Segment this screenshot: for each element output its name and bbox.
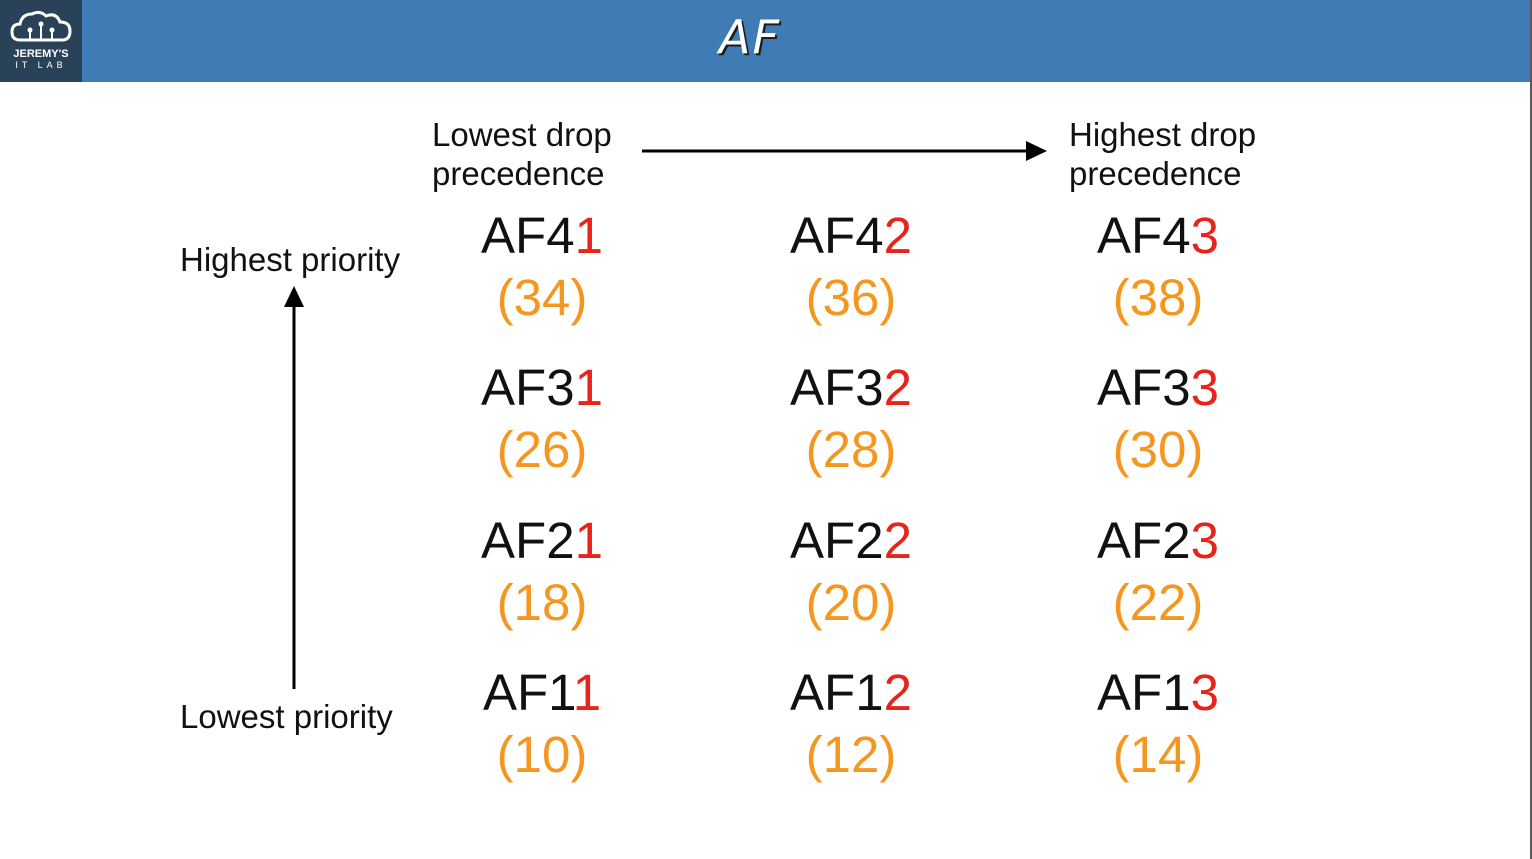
af-class-prefix: AF2	[481, 512, 575, 569]
af-cell: AF32 (28)	[751, 362, 951, 476]
af-class-name: AF12	[751, 667, 951, 719]
af-class-prefix: AF1	[790, 664, 884, 721]
drop-precedence-digit: 2	[883, 207, 912, 264]
af-cell: AF33 (30)	[1058, 362, 1258, 476]
af-class-name: AF23	[1058, 515, 1258, 567]
af-cell: AF11 (10)	[442, 667, 642, 781]
af-class-prefix: AF2	[790, 512, 884, 569]
dscp-value: (28)	[805, 421, 897, 478]
af-cell: AF22 (20)	[751, 515, 951, 629]
dscp-value: (38)	[1112, 269, 1204, 326]
drop-precedence-digit: 3	[1190, 207, 1219, 264]
priority-arrowhead	[284, 286, 304, 307]
af-cell: AF21 (18)	[442, 515, 642, 629]
af-class-name: AF13	[1058, 667, 1258, 719]
af-class-name: AF11	[442, 667, 642, 719]
drop-precedence-digit: 3	[1190, 512, 1219, 569]
lowest-drop-precedence-label: Lowest drop precedence	[432, 115, 612, 193]
af-class-name: AF33	[1058, 362, 1258, 414]
af-class-prefix: AF1	[1097, 664, 1191, 721]
af-cell: AF43 (38)	[1058, 210, 1258, 324]
af-class-prefix: AF4	[1097, 207, 1191, 264]
af-cell: AF41 (34)	[442, 210, 642, 324]
af-class-prefix: AF3	[481, 359, 575, 416]
dscp-value: (22)	[1112, 574, 1204, 631]
lowest-drop-label-text: Lowest drop precedence	[432, 116, 612, 192]
af-class-prefix: AF4	[481, 207, 575, 264]
slide-title: AF	[719, 10, 781, 64]
drop-precedence-digit: 1	[574, 207, 603, 264]
drop-precedence-digit: 2	[883, 359, 912, 416]
dscp-value: (18)	[496, 574, 588, 631]
drop-precedence-digit: 1	[574, 512, 603, 569]
af-class-name: AF42	[751, 210, 951, 262]
dscp-value: (20)	[805, 574, 897, 631]
dscp-value: (36)	[805, 269, 897, 326]
jeremys-it-lab-logo: JEREMY'S IT LAB	[0, 0, 82, 82]
drop-precedence-digit: 3	[1190, 359, 1219, 416]
drop-precedence-digit: 1	[574, 359, 603, 416]
frame-border	[1530, 0, 1532, 859]
svg-text:JEREMY'S: JEREMY'S	[13, 48, 68, 60]
af-class-prefix: AF3	[1097, 359, 1191, 416]
drop-precedence-digit: 1	[572, 664, 602, 721]
dscp-value: (26)	[496, 421, 588, 478]
af-cell: AF42 (36)	[751, 210, 951, 324]
drop-precedence-digit: 2	[883, 512, 912, 569]
highest-drop-label-text: Highest drop precedence	[1069, 116, 1257, 192]
dscp-value: (30)	[1112, 421, 1204, 478]
af-class-name: AF22	[751, 515, 951, 567]
dscp-value: (14)	[1112, 726, 1204, 783]
cloud-circuit-icon: JEREMY'S IT LAB	[10, 10, 72, 70]
af-cell: AF31 (26)	[442, 362, 642, 476]
af-class-prefix: AF4	[790, 207, 884, 264]
af-class-prefix: AF3	[790, 359, 884, 416]
af-class-name: AF21	[442, 515, 642, 567]
dscp-value: (10)	[496, 726, 588, 783]
svg-text:IT LAB: IT LAB	[15, 60, 66, 70]
af-class-name: AF32	[751, 362, 951, 414]
dscp-value: (12)	[805, 726, 897, 783]
drop-precedence-digit: 3	[1190, 664, 1219, 721]
af-class-prefix: AF1	[482, 664, 573, 721]
title-bar: JEREMY'S IT LAB AF	[0, 0, 1530, 82]
af-cell: AF23 (22)	[1058, 515, 1258, 629]
lowest-priority-label: Lowest priority	[180, 698, 393, 735]
drop-precedence-digit: 2	[883, 664, 912, 721]
af-class-prefix: AF2	[1097, 512, 1191, 569]
dscp-value: (34)	[496, 269, 588, 326]
highest-priority-label: Highest priority	[180, 241, 401, 278]
af-class-name: AF41	[442, 210, 642, 262]
af-cell: AF12 (12)	[751, 667, 951, 781]
af-class-name: AF31	[442, 362, 642, 414]
af-cell: AF13 (14)	[1058, 667, 1258, 781]
drop-arrowhead	[1026, 141, 1047, 161]
af-class-name: AF43	[1058, 210, 1258, 262]
highest-drop-precedence-label: Highest drop precedence	[1069, 115, 1256, 193]
